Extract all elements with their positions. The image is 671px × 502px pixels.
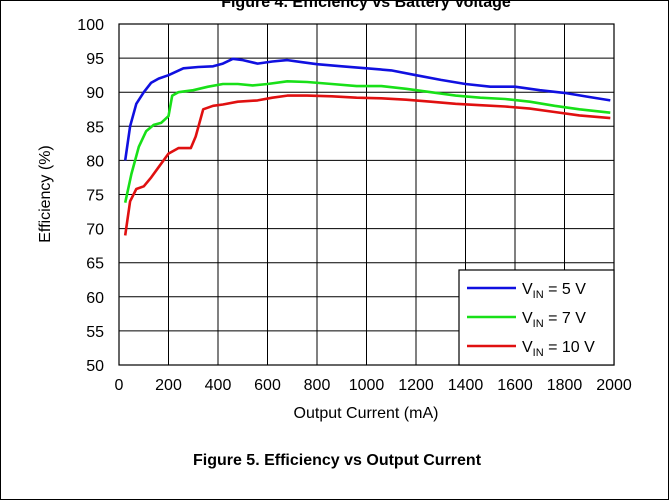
y-tick-label: 85 bbox=[86, 119, 104, 136]
y-tick-label: 50 bbox=[86, 358, 104, 375]
x-tick-label: 600 bbox=[254, 377, 281, 394]
legend: VIN = 5 V VIN = 7 V VIN = 10 V bbox=[458, 269, 615, 366]
x-tick-labels: 0 200 400 600 800 1000 1200 1400 1600 1800 2000 bbox=[115, 377, 632, 394]
x-tick-label: 800 bbox=[304, 377, 331, 394]
series-line-2 bbox=[123, 94, 611, 236]
x-tick-label: 1200 bbox=[398, 377, 434, 394]
y-tick-label: 95 bbox=[86, 51, 104, 68]
y-tick-label: 75 bbox=[86, 188, 104, 205]
y-tick-label: 60 bbox=[86, 290, 104, 307]
series-line-1 bbox=[123, 80, 611, 203]
y-tick-label: 65 bbox=[86, 256, 104, 273]
y-tick-label: 100 bbox=[77, 17, 104, 34]
plot-area-border bbox=[118, 23, 615, 366]
figure-caption: Figure 5. Efficiency vs Output Current bbox=[193, 452, 482, 469]
y-tick-label: 70 bbox=[86, 222, 104, 239]
legend-label-2: VIN = 10 V bbox=[522, 339, 595, 359]
y-tick-labels: 50 55 60 65 70 75 80 85 90 95 100 bbox=[77, 17, 104, 375]
series-line-0 bbox=[123, 57, 611, 161]
x-tick-label: 2000 bbox=[596, 377, 632, 394]
legend-label-1: VIN = 7 V bbox=[522, 310, 586, 330]
x-tick-label: 200 bbox=[155, 377, 182, 394]
x-axis-label: Output Current (mA) bbox=[294, 405, 439, 422]
series-lines bbox=[123, 57, 611, 236]
x-tick-label: 1600 bbox=[497, 377, 533, 394]
chart-title: Figure 4. Efficiency vs Battery Voltage bbox=[221, 0, 511, 11]
legend-label-0: VIN = 5 V bbox=[522, 281, 586, 301]
x-tick-label: 1800 bbox=[547, 377, 583, 394]
y-tick-label: 80 bbox=[86, 153, 104, 170]
x-tick-label: 1400 bbox=[448, 377, 484, 394]
x-tick-label: 400 bbox=[205, 377, 232, 394]
y-tick-label: 90 bbox=[86, 85, 104, 102]
x-tick-label: 1000 bbox=[349, 377, 385, 394]
y-tick-label: 55 bbox=[86, 324, 104, 341]
x-tick-label: 0 bbox=[115, 377, 124, 394]
y-axis-label: Efficiency (%) bbox=[37, 145, 54, 243]
